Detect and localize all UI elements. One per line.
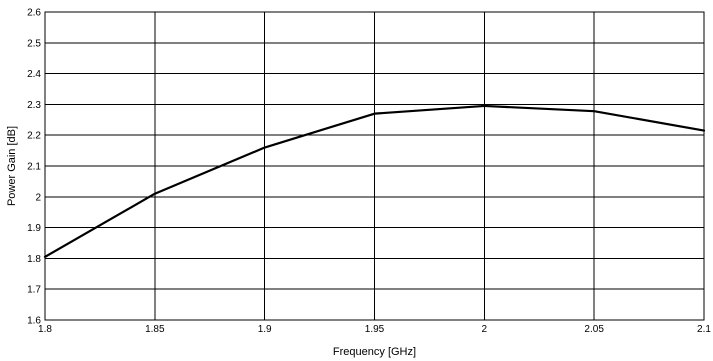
y-tick-label: 1.7 <box>27 285 41 296</box>
y-tick-label: 2.3 <box>27 100 41 111</box>
x-tick-label: 1.95 <box>365 324 385 335</box>
y-tick-label: 1.8 <box>27 254 41 265</box>
grid <box>44 11 705 321</box>
x-tick-label: 2 <box>482 324 488 335</box>
x-tick-label: 2.05 <box>584 324 604 335</box>
x-tick-label: 1.9 <box>258 324 272 335</box>
y-tick-label: 1.6 <box>27 316 41 327</box>
y-tick-label: 2.1 <box>27 162 41 173</box>
x-tick-labels: 1.8 1.85 1.9 1.95 2 2.05 2.1 <box>38 324 711 335</box>
x-tick-label: 1.8 <box>38 324 52 335</box>
y-tick-label: 2.5 <box>27 38 41 49</box>
y-tick-labels: 1.6 1.7 1.8 1.9 2 2.1 2.2 2.3 2.4 2.5 2.6 <box>27 8 41 327</box>
y-tick-label: 2 <box>35 192 41 203</box>
series-group <box>43 104 706 258</box>
x-tick-label: 2.1 <box>697 324 711 335</box>
y-axis-label: Power Gain [dB] <box>6 126 18 206</box>
y-tick-label: 2.4 <box>27 69 41 80</box>
x-tick-label: 1.85 <box>145 324 165 335</box>
y-tick-label: 2.2 <box>27 131 41 142</box>
x-axis-label: Frequency [GHz] <box>333 346 416 358</box>
y-tick-label: 1.9 <box>27 223 41 234</box>
y-tick-label: 2.6 <box>27 8 41 19</box>
